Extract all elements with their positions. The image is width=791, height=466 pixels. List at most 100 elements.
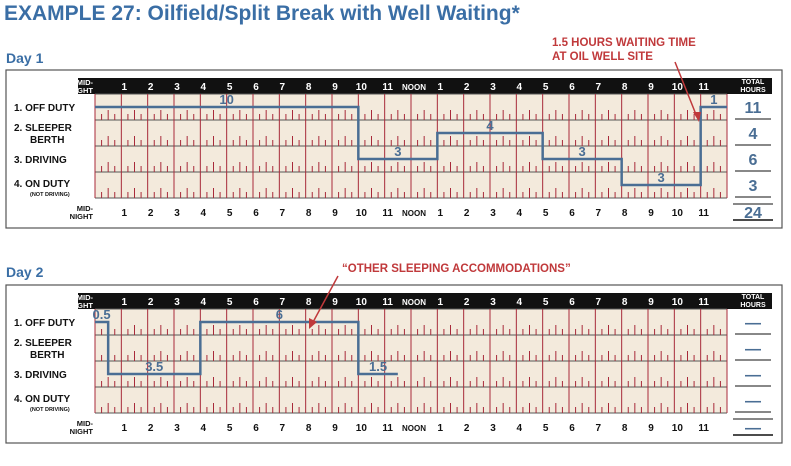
header-hour-label: 10 (356, 82, 368, 93)
header-hour-label: 11 (698, 82, 709, 93)
header-hour-label: 9 (332, 82, 338, 93)
header-hour-label: 8 (306, 82, 312, 93)
row-label: 2. SLEEPER (14, 338, 73, 349)
footer-hour-label: 3 (174, 423, 180, 434)
row-label-line-2: BERTH (30, 135, 64, 146)
footer-hour-label: 5 (227, 208, 233, 219)
footer-hour-label: 3 (174, 208, 180, 219)
footer-hour-label: 11 (382, 208, 393, 219)
total-header-2: HOURS (740, 87, 766, 94)
duty-status-line (95, 105, 727, 187)
header-hour-label: 8 (622, 297, 628, 308)
footer-hour-label: 2 (148, 423, 154, 434)
row-total: — (745, 367, 761, 384)
row-total: — (745, 315, 761, 332)
row-total: 11 (745, 100, 762, 117)
footer-hour-label: 6 (253, 423, 259, 434)
header-hour-label: 10 (672, 82, 684, 93)
segment-duration-label: 4 (486, 118, 494, 133)
day-2-log: MID-NIGHT 1 2 3 4 5 6 7 8 9 10 11 1 2 3 4 5 6 7 8 9 10 11NOONM… (5, 284, 783, 444)
footer-hour-label: 8 (306, 423, 312, 434)
row-label: 3. DRIVING (14, 370, 67, 381)
row-label: 3. DRIVING (14, 155, 67, 166)
header-hour-label: 10 (672, 297, 684, 308)
header-hour-label: 6 (253, 82, 259, 93)
waiting-time-note: 1.5 HOURS WAITING TIME AT OIL WELL SITE (552, 36, 696, 64)
waiting-time-arrowhead (693, 112, 701, 122)
footer-hour-label: 10 (356, 208, 368, 219)
waiting-time-note-line-1: 1.5 HOURS WAITING TIME (552, 37, 696, 49)
header-hour-label: 8 (622, 82, 628, 93)
header-hour-label: 3 (490, 82, 496, 93)
row-label: 4. ON DUTY (14, 179, 70, 190)
grand-total: 24 (744, 205, 762, 222)
footer-hour-label: 11 (382, 423, 393, 434)
waiting-time-note-line-2: AT OIL WELL SITE (552, 51, 653, 63)
row-total: 4 (749, 126, 758, 143)
header-hour-label: 11 (382, 82, 393, 93)
footer-hour-label: 2 (148, 208, 154, 219)
footer-hour-label: 8 (622, 423, 628, 434)
footer-hour-label: 10 (672, 208, 684, 219)
row-label: 2. SLEEPER (14, 123, 73, 134)
footer-hour-label: 7 (280, 423, 286, 434)
segment-duration-label: 1 (710, 92, 717, 107)
row-sublabel: (NOT DRIVING) (30, 407, 70, 413)
row-total: — (745, 341, 761, 358)
footer-hour-label: 10 (356, 423, 368, 434)
segment-duration-label: 6 (276, 307, 283, 322)
grand-total: — (745, 420, 761, 437)
row-label: 4. ON DUTY (14, 394, 70, 405)
header-hour-label: 4 (517, 297, 523, 308)
header-hour-label: 11 (382, 297, 393, 308)
footer-hour-label: 9 (332, 208, 338, 219)
footer-hour-label: 6 (569, 423, 575, 434)
row-label: 1. OFF DUTY (14, 318, 75, 329)
header-hour-label: 1 (438, 82, 444, 93)
day-1-label: Day 1 (6, 50, 44, 66)
header-hour-label: 9 (648, 82, 654, 93)
header-noon-label: NOON (402, 83, 426, 92)
header-hour-label: 2 (148, 82, 154, 93)
footer-hour-label: 11 (698, 208, 709, 219)
sleeping-accommodations-arrow (311, 275, 339, 325)
footer-hour-label: 4 (201, 208, 207, 219)
footer-midnight-label-2: NIGHT (70, 212, 94, 221)
header-hour-label: 4 (201, 297, 207, 308)
segment-duration-label: 0.5 (93, 307, 111, 322)
total-header-1: TOTAL (742, 294, 765, 301)
footer-hour-label: 1 (122, 208, 128, 219)
footer-hour-label: 1 (438, 423, 444, 434)
footer-hour-label: 7 (280, 208, 286, 219)
footer-hour-label: 5 (227, 423, 233, 434)
header-bar (78, 293, 772, 309)
header-hour-label: 7 (596, 82, 602, 93)
footer-hour-label: 10 (672, 423, 684, 434)
footer-noon-label: NOON (402, 424, 426, 433)
footer-hour-label: 1 (438, 208, 444, 219)
footer-midnight-label-1: MID- (77, 419, 94, 428)
footer-hour-label: 4 (517, 423, 523, 434)
footer-hour-label: 9 (648, 423, 654, 434)
footer-midnight-label-2: NIGHT (70, 427, 94, 436)
segment-duration-label: 3.5 (145, 359, 163, 374)
header-midnight-label-1: MID- (77, 78, 94, 87)
header-hour-label: 4 (201, 82, 207, 93)
footer-hour-label: 7 (596, 423, 602, 434)
header-hour-label: 9 (648, 297, 654, 308)
header-hour-label: 6 (569, 297, 575, 308)
header-hour-label: 2 (464, 297, 470, 308)
footer-hour-label: 7 (596, 208, 602, 219)
footer-midnight-label-1: MID- (77, 204, 94, 213)
footer-hour-label: 4 (201, 423, 207, 434)
header-hour-label: 3 (174, 82, 180, 93)
row-total: 6 (749, 152, 758, 169)
footer-hour-label: 8 (622, 208, 628, 219)
duty-status-line (95, 320, 398, 376)
header-hour-label: 6 (253, 297, 259, 308)
header-hour-label: 7 (596, 297, 602, 308)
page-title: EXAMPLE 27: Oilfield/Split Break with We… (4, 2, 520, 25)
footer-noon-label: NOON (402, 209, 426, 218)
sleeping-accommodations-note: “OTHER SLEEPING ACCOMMODATIONS” (342, 263, 571, 275)
